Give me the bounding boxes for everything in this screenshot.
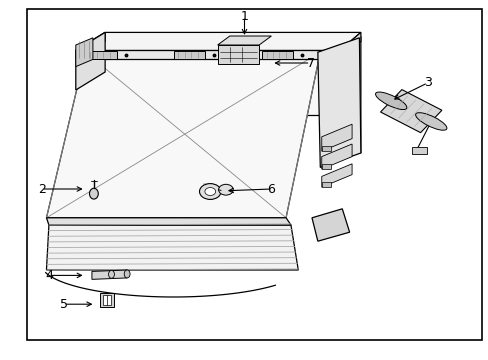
Polygon shape [46, 52, 320, 218]
Text: 6: 6 [267, 183, 275, 195]
Text: 2: 2 [38, 183, 45, 195]
Text: ⓣ: ⓣ [203, 183, 207, 192]
Bar [321, 146, 330, 151]
Polygon shape [321, 144, 351, 169]
Polygon shape [85, 33, 339, 52]
Bar [173, 51, 205, 59]
Polygon shape [46, 225, 298, 270]
Polygon shape [321, 124, 351, 151]
Bar [411, 147, 427, 154]
Ellipse shape [89, 188, 98, 199]
Circle shape [204, 188, 215, 195]
Polygon shape [217, 45, 259, 64]
Ellipse shape [124, 270, 130, 278]
Polygon shape [217, 36, 271, 45]
Polygon shape [76, 50, 339, 59]
Ellipse shape [108, 270, 114, 278]
Bar [261, 51, 293, 59]
Bar [100, 293, 114, 307]
Polygon shape [85, 52, 320, 115]
Text: 5: 5 [60, 298, 67, 311]
Polygon shape [311, 209, 349, 241]
Circle shape [199, 184, 221, 199]
Polygon shape [339, 32, 360, 59]
Polygon shape [92, 270, 127, 279]
Ellipse shape [415, 113, 446, 130]
Polygon shape [76, 38, 93, 67]
Polygon shape [76, 32, 105, 90]
Bar [102, 295, 111, 305]
Polygon shape [380, 90, 441, 132]
Bar [85, 51, 117, 59]
Polygon shape [46, 218, 290, 225]
Circle shape [218, 184, 233, 195]
Text: 1: 1 [240, 10, 248, 23]
Text: 4: 4 [45, 269, 53, 282]
Bar [321, 182, 330, 187]
Ellipse shape [375, 92, 406, 109]
Polygon shape [76, 32, 105, 59]
Text: 7: 7 [306, 57, 314, 69]
Polygon shape [321, 164, 351, 187]
Polygon shape [320, 33, 360, 153]
Polygon shape [317, 38, 360, 167]
Bar [321, 164, 330, 169]
Polygon shape [76, 32, 360, 50]
Text: 3: 3 [423, 76, 431, 89]
